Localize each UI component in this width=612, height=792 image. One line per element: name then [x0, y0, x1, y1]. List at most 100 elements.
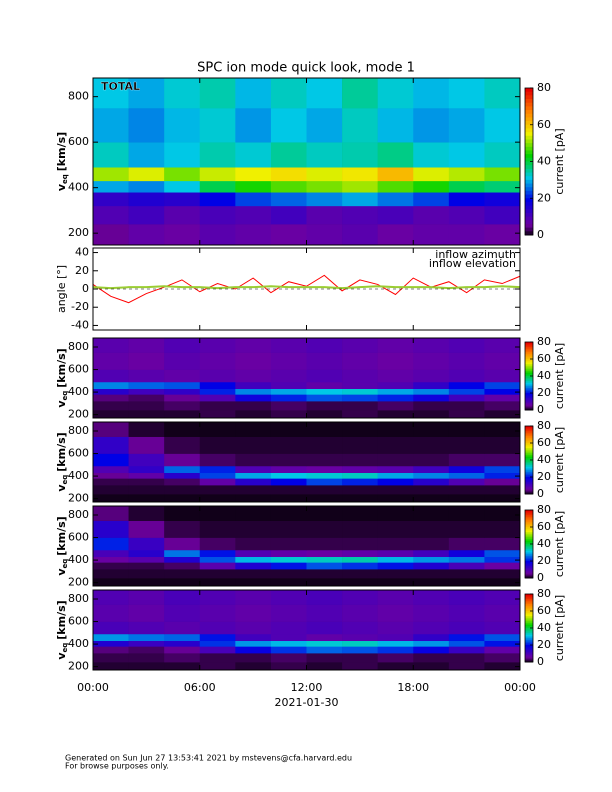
heatmap-cell — [199, 590, 236, 605]
y-tick-label: 600 — [68, 531, 89, 544]
heatmap-cell — [164, 224, 201, 246]
heatmap-cell — [342, 590, 378, 605]
colorbar-step — [525, 139, 533, 144]
series-line — [92, 285, 521, 290]
heatmap-cell — [164, 422, 201, 437]
heatmap-cell — [270, 640, 307, 647]
heatmap-cell — [235, 465, 272, 474]
y-tick-label: -20 — [71, 300, 89, 313]
colorbar-step — [525, 478, 533, 481]
colorbar-step — [525, 612, 533, 615]
heatmap-cell — [413, 192, 450, 207]
heatmap-cell — [306, 621, 343, 635]
heatmap-cell — [93, 590, 129, 605]
heatmap-cell — [377, 410, 414, 419]
heatmap-cell — [199, 422, 236, 437]
heatmap-cell — [270, 453, 307, 467]
heatmap-cell — [93, 556, 129, 563]
heatmap-cell — [413, 410, 450, 419]
heatmap-cell — [448, 142, 485, 168]
heatmap-cell — [270, 192, 307, 207]
colorbar-step — [525, 658, 533, 661]
colorbar-step — [525, 176, 533, 181]
heatmap-cell — [164, 142, 201, 168]
heatmap-cell — [448, 537, 485, 551]
colorbar-tick-label: 20 — [537, 386, 551, 399]
heatmap-cell — [448, 662, 485, 671]
heatmap-cell — [448, 78, 485, 109]
heatmap-cell — [128, 633, 165, 642]
heatmap-cell — [270, 578, 307, 587]
colorbar-step — [525, 559, 533, 562]
heatmap-cell — [235, 108, 272, 143]
colorbar-step — [525, 651, 533, 654]
colorbar-step — [525, 110, 533, 115]
y-tick-label: 400 — [68, 385, 89, 398]
heatmap-cell — [448, 556, 485, 563]
colorbar-tick-label: 20 — [537, 470, 551, 483]
heatmap-cell — [342, 520, 378, 538]
heatmap-cell — [93, 604, 129, 622]
heatmap-cell — [484, 338, 521, 353]
heatmap-cell — [235, 224, 272, 246]
heatmap-cell — [128, 549, 165, 558]
heatmap-cell — [342, 352, 378, 370]
heatmap-cell — [413, 590, 450, 605]
heatmap-cell — [413, 108, 450, 143]
heatmap-cell — [199, 569, 236, 579]
heatmap-cell — [306, 578, 343, 587]
heatmap-cell — [306, 352, 343, 370]
colorbar-step — [525, 482, 533, 485]
colorbar-step — [525, 643, 533, 646]
heatmap-cell — [235, 192, 272, 207]
heatmap-cell — [164, 78, 201, 109]
heatmap-cell — [235, 205, 272, 225]
colorbar-step — [525, 533, 533, 536]
colorbar-step — [525, 343, 533, 346]
heatmap-cell — [484, 205, 521, 225]
colorbar-tick-label: 40 — [537, 621, 551, 634]
colorbar-step — [525, 102, 533, 107]
heatmap-cell — [484, 549, 521, 558]
heatmap-cell — [413, 338, 450, 353]
heatmap-cell — [484, 662, 521, 671]
heatmap-cell — [128, 621, 165, 635]
heatmap-cell — [342, 485, 378, 495]
heatmap-cell — [128, 556, 165, 563]
heatmap-cell — [128, 604, 165, 622]
heatmap-cell — [270, 352, 307, 370]
heatmap-cell — [199, 352, 236, 370]
heatmap-cell — [413, 453, 450, 467]
colorbar-step — [525, 525, 533, 528]
heatmap-cell — [377, 401, 414, 411]
colorbar-step — [525, 165, 533, 170]
heatmap-cell — [164, 621, 201, 635]
colorbar-step — [525, 574, 533, 577]
colorbar-step — [525, 408, 533, 411]
y-tick-label: 800 — [68, 424, 89, 437]
heatmap-cell — [164, 436, 201, 454]
y-tick-label: 0 — [82, 282, 89, 295]
colorbar-step — [525, 201, 533, 207]
colorbar-step — [525, 365, 533, 368]
y-axis-label-sub: eq — [61, 559, 69, 569]
heatmap-cell — [377, 78, 414, 109]
heatmap-cell — [484, 388, 521, 395]
heatmap-cell — [270, 478, 307, 486]
heatmap-cell — [235, 410, 272, 419]
heatmap-cell — [199, 621, 236, 635]
heatmap-cell — [377, 590, 414, 605]
figure-title: SPC ion mode quick look, mode 1 — [197, 61, 415, 76]
colorbar-step — [525, 605, 533, 609]
heatmap-cell — [235, 478, 272, 486]
heatmap-cell — [484, 108, 521, 143]
heatmap-cell — [306, 478, 343, 486]
colorbar-step — [525, 427, 533, 430]
colorbar-step — [525, 599, 533, 602]
panel-label: TOTAL — [101, 80, 140, 93]
heatmap-cell — [93, 381, 129, 390]
heatmap-cell — [306, 338, 343, 353]
heatmap-cell — [164, 646, 201, 654]
heatmap-cell — [448, 562, 485, 570]
heatmap-cell — [306, 453, 343, 467]
